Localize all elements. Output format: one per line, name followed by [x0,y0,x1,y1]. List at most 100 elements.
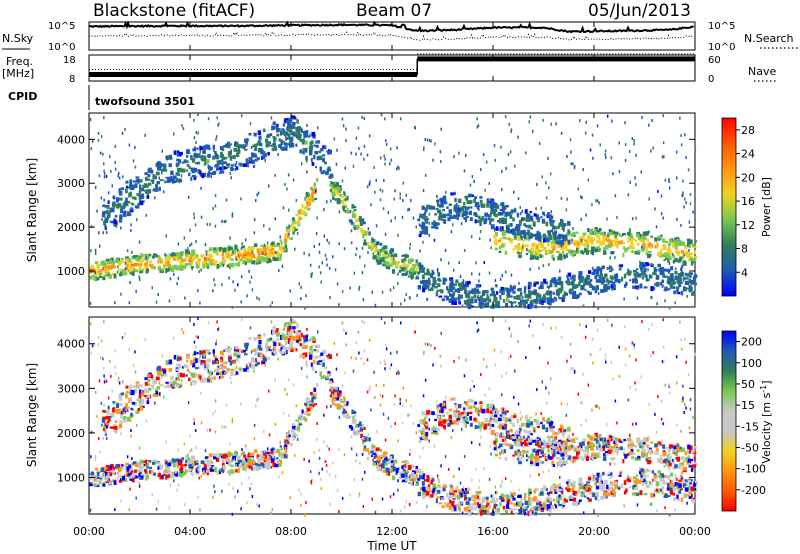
power-echo [444,249,447,252]
power-echo [219,154,223,158]
power-echo [641,262,645,266]
power-echo [390,158,393,162]
velocity-echo [474,505,478,510]
velocity-echo [637,458,640,461]
velocity-echo [437,489,441,494]
power-echo [170,268,175,273]
power-echo [374,244,378,249]
power-echo [132,180,137,183]
power-echo [398,269,402,273]
power-echo [132,265,135,269]
power-echo [177,276,180,280]
velocity-echo [264,463,268,468]
velocity-echo [302,417,307,421]
power-echo [300,285,302,289]
power-echo [97,131,100,135]
power-echo [628,230,631,234]
power-echo [306,170,308,174]
power-echo [275,251,277,255]
power-echo [105,265,109,270]
velocity-echo [330,391,335,397]
velocity-echo [603,445,606,449]
velocity-echo [552,498,555,502]
power-echo [588,291,592,295]
velocity-echo [316,382,319,387]
power-echo [530,251,534,256]
power-echo [390,253,394,257]
power-echo [204,250,209,253]
velocity-echo [675,477,678,481]
velocity-echo [390,459,394,464]
power-echo [473,200,476,203]
power-echo [495,291,499,295]
power-echo [680,223,682,227]
velocity-echo [642,478,646,482]
power-echo [550,229,554,233]
power-echo [421,265,423,269]
power-echo [650,149,652,153]
power-echo [227,145,231,149]
power-echo [122,175,124,179]
power-echo [665,240,669,244]
power-echo [193,175,197,181]
power-echo [297,126,302,129]
power-echo [180,257,183,263]
power-echo [645,251,649,256]
velocity-echo [474,494,477,498]
power-echo [327,166,331,170]
power-echo [657,263,661,268]
power-echo [400,302,402,306]
power-echo [368,182,371,186]
power-echo [602,279,606,283]
power-echo [145,256,148,260]
power-echo [597,307,599,310]
power-echo [661,266,665,272]
power-echo [415,259,418,264]
power-echo [449,288,453,292]
velocity-echo [179,473,184,478]
power-echo [350,241,353,245]
power-echo [376,249,380,255]
power-echo [500,145,502,149]
power-echo [669,276,674,281]
power-echo [106,205,110,210]
power-echo [678,282,682,287]
velocity-echo [622,459,625,464]
velocity-echo [546,504,551,509]
velocity-echo [422,494,426,499]
power-echo [562,229,565,233]
power-echo [426,270,430,276]
power-echo [299,149,303,154]
velocity-echo [479,510,483,516]
power-echo [601,231,605,235]
power-echo [484,188,486,192]
power-echo [520,248,523,253]
velocity-echo [664,458,668,462]
power-echo [311,162,315,166]
velocity-echo [595,440,599,444]
power-echo [449,214,452,218]
power-echo [179,261,184,266]
power-echo [311,131,316,137]
power-echo [272,121,276,126]
power-echo [283,248,287,252]
velocity-echo [522,445,525,449]
velocity-echo [172,464,177,468]
velocity-echo [385,458,390,462]
power-echo [214,194,217,197]
power-echo [251,248,254,253]
velocity-echo [392,475,396,481]
velocity-echo [165,474,170,479]
power-echo [618,141,620,145]
velocity-echo [212,468,216,472]
power-echo [483,218,487,224]
velocity-echo [174,471,177,474]
power-echo [619,240,623,245]
power-echo [486,296,490,301]
velocity-echo [342,411,346,415]
power-echo [662,114,664,118]
velocity-echo [551,454,554,460]
power-echo [470,299,474,304]
freq-tick-top: 18 [63,55,76,66]
power-echo [200,268,202,272]
